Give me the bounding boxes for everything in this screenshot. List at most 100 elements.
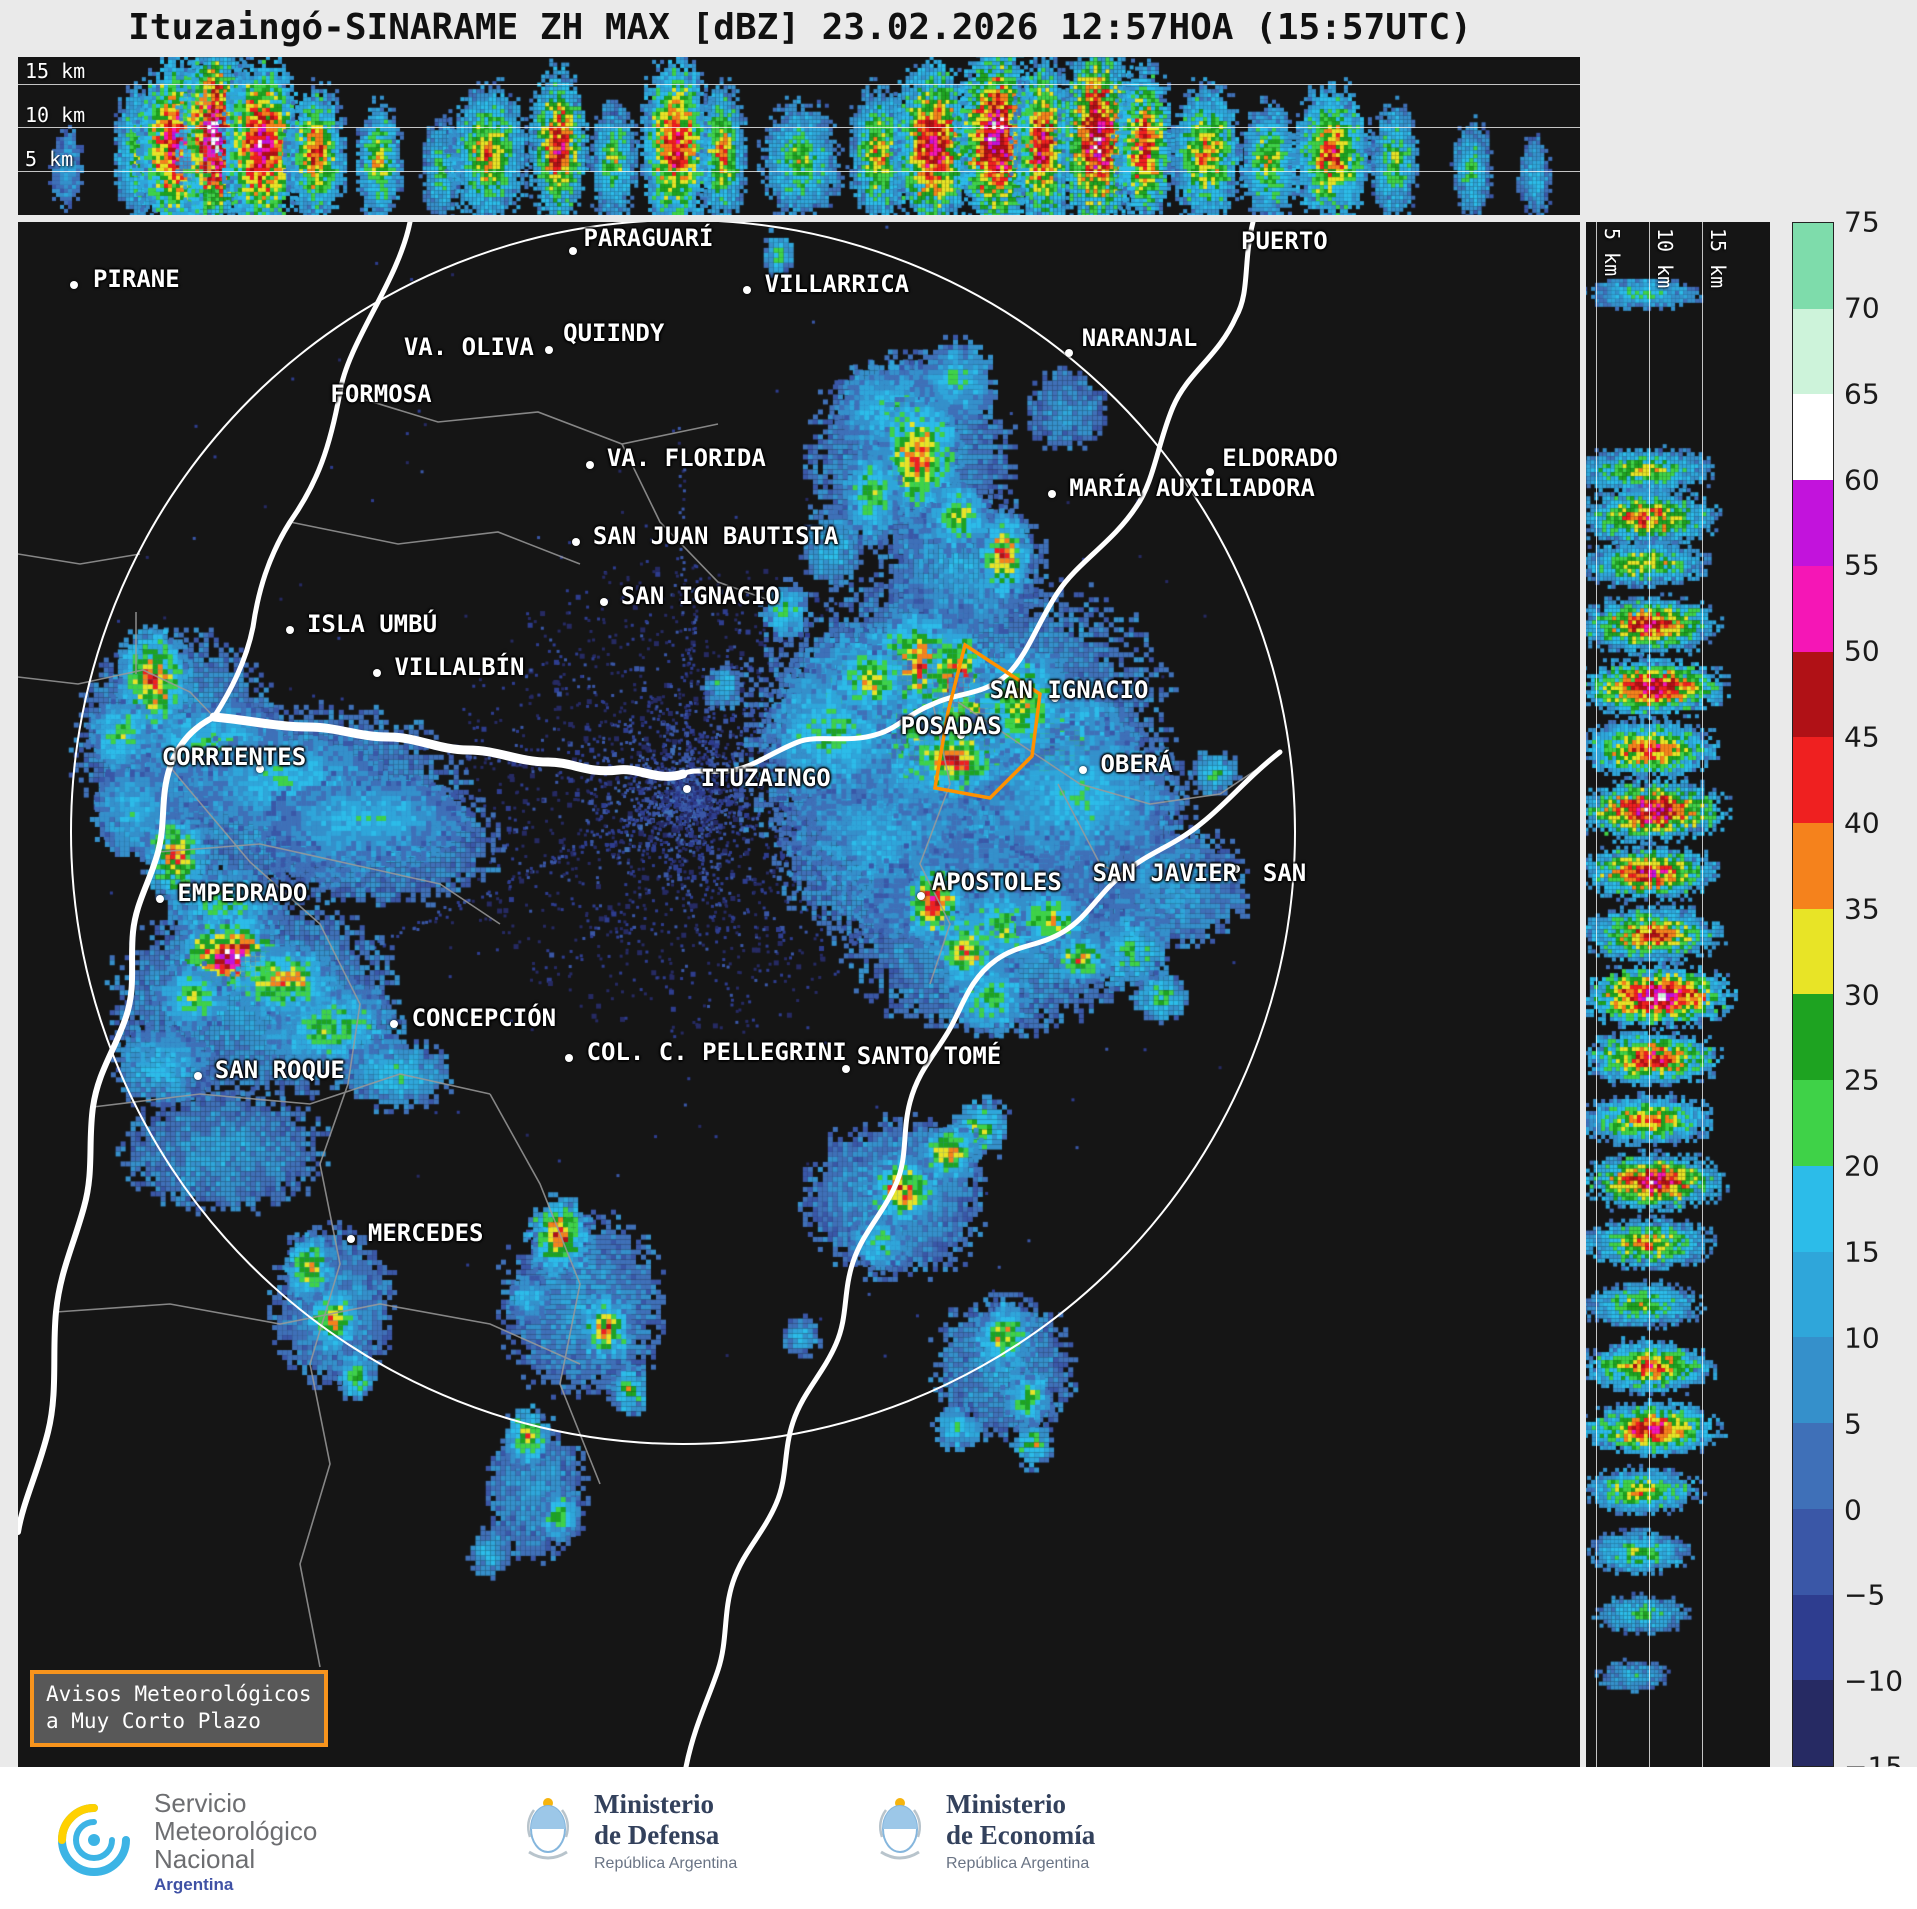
city-label: COL. C. PELLEGRINI (586, 1037, 847, 1066)
colorbar-tick-label: −5 (1844, 1578, 1886, 1612)
colorbar-segment (1793, 308, 1833, 395)
colorbar-segment (1793, 1337, 1833, 1424)
page-title: Ituzaingó-SINARAME ZH MAX [dBZ] 23.02.20… (128, 7, 1472, 48)
city-label: SAN ROQUE (214, 1056, 345, 1085)
city-dot (957, 730, 966, 739)
height-label-10km: 10 km (25, 103, 86, 127)
colorbar-segment (1793, 223, 1833, 309)
smn-logo-group: Servicio Meteorológico Nacional Argentin… (52, 1789, 317, 1895)
range-ring (70, 222, 1296, 1445)
cross-section-top-panel: 15 km 10 km 5 km (18, 57, 1580, 215)
smn-line2: Meteorológico (154, 1816, 318, 1847)
city-label: PIRANE (92, 265, 180, 294)
city-label: CORRIENTES (161, 742, 307, 771)
height-gridline-5km-v (1596, 222, 1597, 1767)
city-label: FORMOSA (330, 379, 432, 408)
cross-section-right-panel: 5 km 10 km 15 km (1586, 222, 1770, 1767)
colorbar-segment (1793, 908, 1833, 995)
city-dot (156, 894, 165, 903)
city-label: VA. OLIVA (403, 333, 534, 362)
height-gridline-15km-v (1702, 222, 1703, 1767)
colorbar-tick-label: 5 (1844, 1407, 1862, 1441)
colorbar-tick-label: 0 (1844, 1493, 1862, 1526)
city-dot (1065, 349, 1074, 358)
city-label: SAN IGNACIO (989, 676, 1149, 705)
colorbar-segment (1793, 480, 1833, 566)
radar-map-panel: PIRANE PARAGUARÍ VILLARRICA QUIINDY VA. OLIV… (18, 222, 1580, 1767)
economia-sub: República Argentina (946, 1855, 1090, 1873)
city-label: POSADAS (900, 711, 1002, 740)
city-dot (1048, 489, 1057, 498)
city-label: PUERTO (1241, 226, 1328, 255)
smn-line1: Servicio (154, 1788, 247, 1818)
city-dot (571, 537, 580, 546)
city-label: ELDORADO (1222, 444, 1338, 473)
height-label-5km-v: 5 km (1600, 228, 1624, 277)
colorbar-tick-label: 10 (1844, 1321, 1880, 1355)
colorbar-segment (1793, 1423, 1833, 1509)
city-label: ISLA UMBÚ (306, 609, 438, 638)
colorbar-segment (1793, 994, 1833, 1081)
cross-section-top-canvas (18, 57, 1580, 215)
colorbar-tick-label: 70 (1844, 291, 1880, 325)
economia-line1: Ministerio (946, 1789, 1066, 1819)
city-label: ITUZAINGO (700, 764, 831, 793)
city-label: EMPEDRADO (177, 878, 308, 907)
defensa-logo-group: Ministerio de Defensa República Argentin… (520, 1789, 737, 1873)
colorbar-segment (1793, 1680, 1833, 1766)
height-label-5km: 5 km (25, 147, 74, 171)
defensa-sub: República Argentina (594, 1855, 738, 1873)
city-label: VILLALBÍN (394, 653, 525, 682)
defensa-line1: Ministerio (594, 1789, 714, 1819)
city-label: QUIINDY (563, 319, 665, 348)
cross-section-right-canvas (1586, 222, 1770, 1767)
height-label-15km: 15 km (25, 59, 86, 83)
height-label-15km-v: 15 km (1706, 228, 1730, 289)
colorbar-tick-label: 60 (1844, 463, 1880, 496)
colorbar-tick-label: 25 (1844, 1063, 1880, 1097)
colorbar-tick-label: 20 (1844, 1149, 1880, 1183)
colorbar-segment (1793, 737, 1833, 824)
dbz-colorbar (1792, 222, 1834, 1767)
city-label: OBERÁ (1100, 750, 1173, 779)
colorbar-tick-label: 75 (1844, 205, 1880, 239)
smn-country: Argentina (154, 1875, 234, 1895)
defensa-line2: de Defensa (594, 1820, 720, 1851)
smn-line3: Nacional (154, 1844, 256, 1875)
city-label: MARÍA AUXILIADORA (1069, 473, 1315, 502)
rivers (18, 222, 1283, 1767)
city-label: NARANJAL (1081, 323, 1198, 352)
city-layer: PIRANE PARAGUARÍ VILLARRICA QUIINDY VA. OLIV… (18, 222, 1580, 1767)
colorbar-tick-label: −10 (1844, 1664, 1904, 1698)
economia-line2: de Economía (946, 1820, 1096, 1851)
colorbar-segment (1793, 565, 1833, 652)
city-dot (346, 1234, 355, 1243)
economia-logo-group: Ministerio de Economía República Argenti… (872, 1789, 1095, 1873)
smn-wordmark: Servicio Meteorológico Nacional Argentin… (154, 1789, 317, 1895)
footer: Servicio Meteorológico Nacional Argentin… (0, 1767, 1917, 1909)
city-dot (916, 891, 925, 900)
city-dot (599, 598, 608, 607)
admin-borders (18, 391, 1281, 1668)
coat-of-arms-icon (520, 1792, 576, 1870)
colorbar-segment (1793, 823, 1833, 909)
river-parana-upper (680, 222, 1256, 777)
warning-box: Avisos Meteorológicos a Muy Corto Plazo (30, 1670, 328, 1747)
height-gridline-10km (18, 127, 1580, 128)
colorbar-segment (1793, 1251, 1833, 1338)
height-gridline-10km-v (1649, 222, 1650, 1767)
coat-of-arms-icon (872, 1792, 928, 1870)
colorbar-segment (1793, 1080, 1833, 1166)
city-label: SAN (1262, 858, 1307, 887)
city-label: APOSTOLES (931, 867, 1062, 896)
height-gridline-5km (18, 171, 1580, 172)
city-dot (256, 764, 265, 773)
warning-line1: Avisos Meteorológicos (46, 1682, 312, 1706)
warning-line2: a Muy Corto Plazo (46, 1709, 261, 1734)
river-uruguay (683, 749, 1283, 1767)
colorbar-tick-label: 65 (1844, 377, 1880, 411)
colorbar-segment (1793, 651, 1833, 738)
city-label: SAN JAVIER (1092, 858, 1238, 887)
city-dot (390, 1019, 399, 1028)
